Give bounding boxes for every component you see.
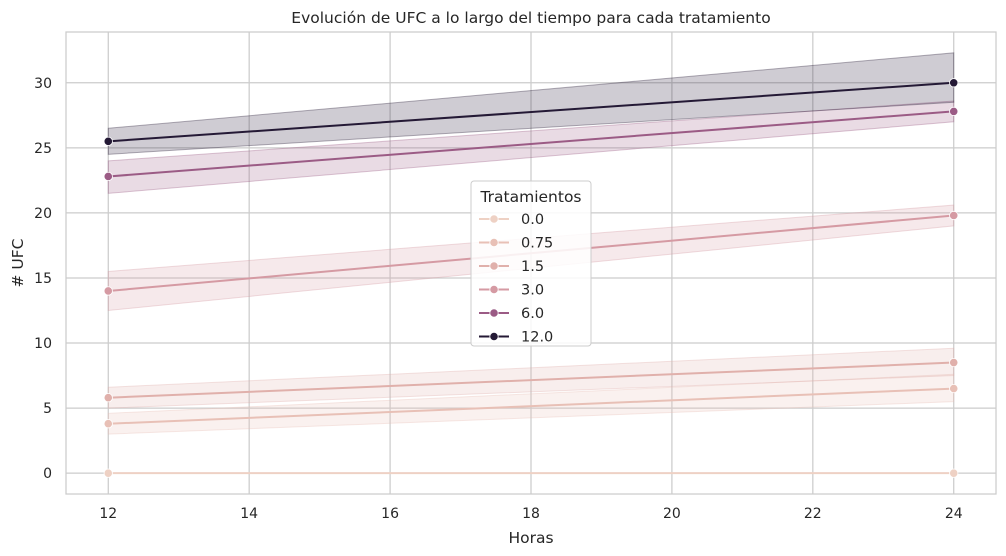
x-tick-label: 22 — [804, 506, 822, 522]
series-1-5-point — [949, 357, 959, 368]
series-12-0-point — [103, 136, 113, 146]
legend-label: 6.0 — [521, 306, 544, 322]
legend-swatch-marker — [489, 308, 499, 318]
x-tick-label: 16 — [381, 506, 399, 522]
y-tick-label: 20 — [34, 206, 52, 222]
x-tick-label: 24 — [945, 506, 963, 522]
legend-label: 0.75 — [521, 236, 553, 252]
series-3-0-point — [949, 210, 959, 221]
y-tick-label: 0 — [43, 466, 52, 482]
series-6-0-point — [949, 106, 959, 116]
legend: Tratamientos 0.0 0.75 1.5 3.0 6.0 12.0 — [470, 180, 592, 347]
legend-entry-0-0: 0.0 — [479, 212, 544, 228]
y-tick-label: 5 — [43, 401, 52, 417]
series-6-0-point — [103, 171, 113, 182]
series-0-75-line — [108, 387, 954, 425]
series-6-0-line — [108, 110, 954, 178]
legend-label: 3.0 — [521, 283, 544, 299]
legend-entry-12-0: 12.0 — [479, 330, 553, 346]
legend-title: Tratamientos — [479, 188, 581, 206]
y-tick-label: 25 — [34, 141, 52, 157]
y-tick-labels: 0 5 10 15 20 25 30 — [34, 76, 52, 482]
series-1-5-line — [108, 361, 954, 399]
series-3-0-point — [103, 286, 113, 296]
series-6-0-ci-band — [107, 100, 955, 194]
x-tick-label: 20 — [663, 506, 681, 522]
legend-entry-1-5: 1.5 — [479, 259, 544, 275]
legend-swatch-marker — [489, 214, 499, 224]
plot-frame — [65, 31, 997, 495]
legend-box — [470, 180, 592, 347]
legend-entry-0-75: 0.75 — [479, 236, 553, 252]
legend-label: 1.5 — [521, 259, 544, 275]
x-tick-labels: 12 14 16 18 20 22 24 — [99, 506, 962, 522]
legend-label: 12.0 — [521, 330, 553, 346]
series-0-0-point — [103, 468, 113, 478]
legend-swatch-marker — [489, 261, 499, 271]
legend-swatch-marker — [489, 237, 499, 248]
series-0-75-point — [103, 419, 113, 429]
legend-swatch-marker — [489, 331, 499, 342]
x-tick-label: 14 — [240, 506, 258, 522]
series-0-75-point — [949, 383, 959, 394]
series-12-0-point — [949, 78, 959, 88]
legend-entry-3-0: 3.0 — [479, 283, 544, 299]
y-tick-label: 30 — [34, 76, 52, 92]
y-tick-label: 15 — [34, 271, 52, 287]
series-points — [103, 78, 959, 478]
legend-label: 0.0 — [521, 212, 544, 228]
chart-title: Evolución de UFC a lo largo del tiempo p… — [291, 9, 770, 27]
series-0-0-point — [949, 468, 959, 478]
x-tick-label: 18 — [522, 506, 540, 522]
y-tick-label: 10 — [34, 336, 52, 352]
x-axis-label: Horas — [508, 529, 553, 547]
x-tick-label: 12 — [99, 506, 117, 522]
legend-entry-6-0: 6.0 — [479, 306, 544, 322]
legend-entries: 0.0 0.75 1.5 3.0 6.0 12.0 — [479, 212, 553, 346]
series-12-0-line — [108, 81, 954, 143]
y-axis-label: # UFC — [9, 239, 27, 288]
series-1-5-point — [103, 393, 113, 403]
series-lines — [108, 81, 954, 475]
legend-swatch-marker — [489, 284, 499, 295]
